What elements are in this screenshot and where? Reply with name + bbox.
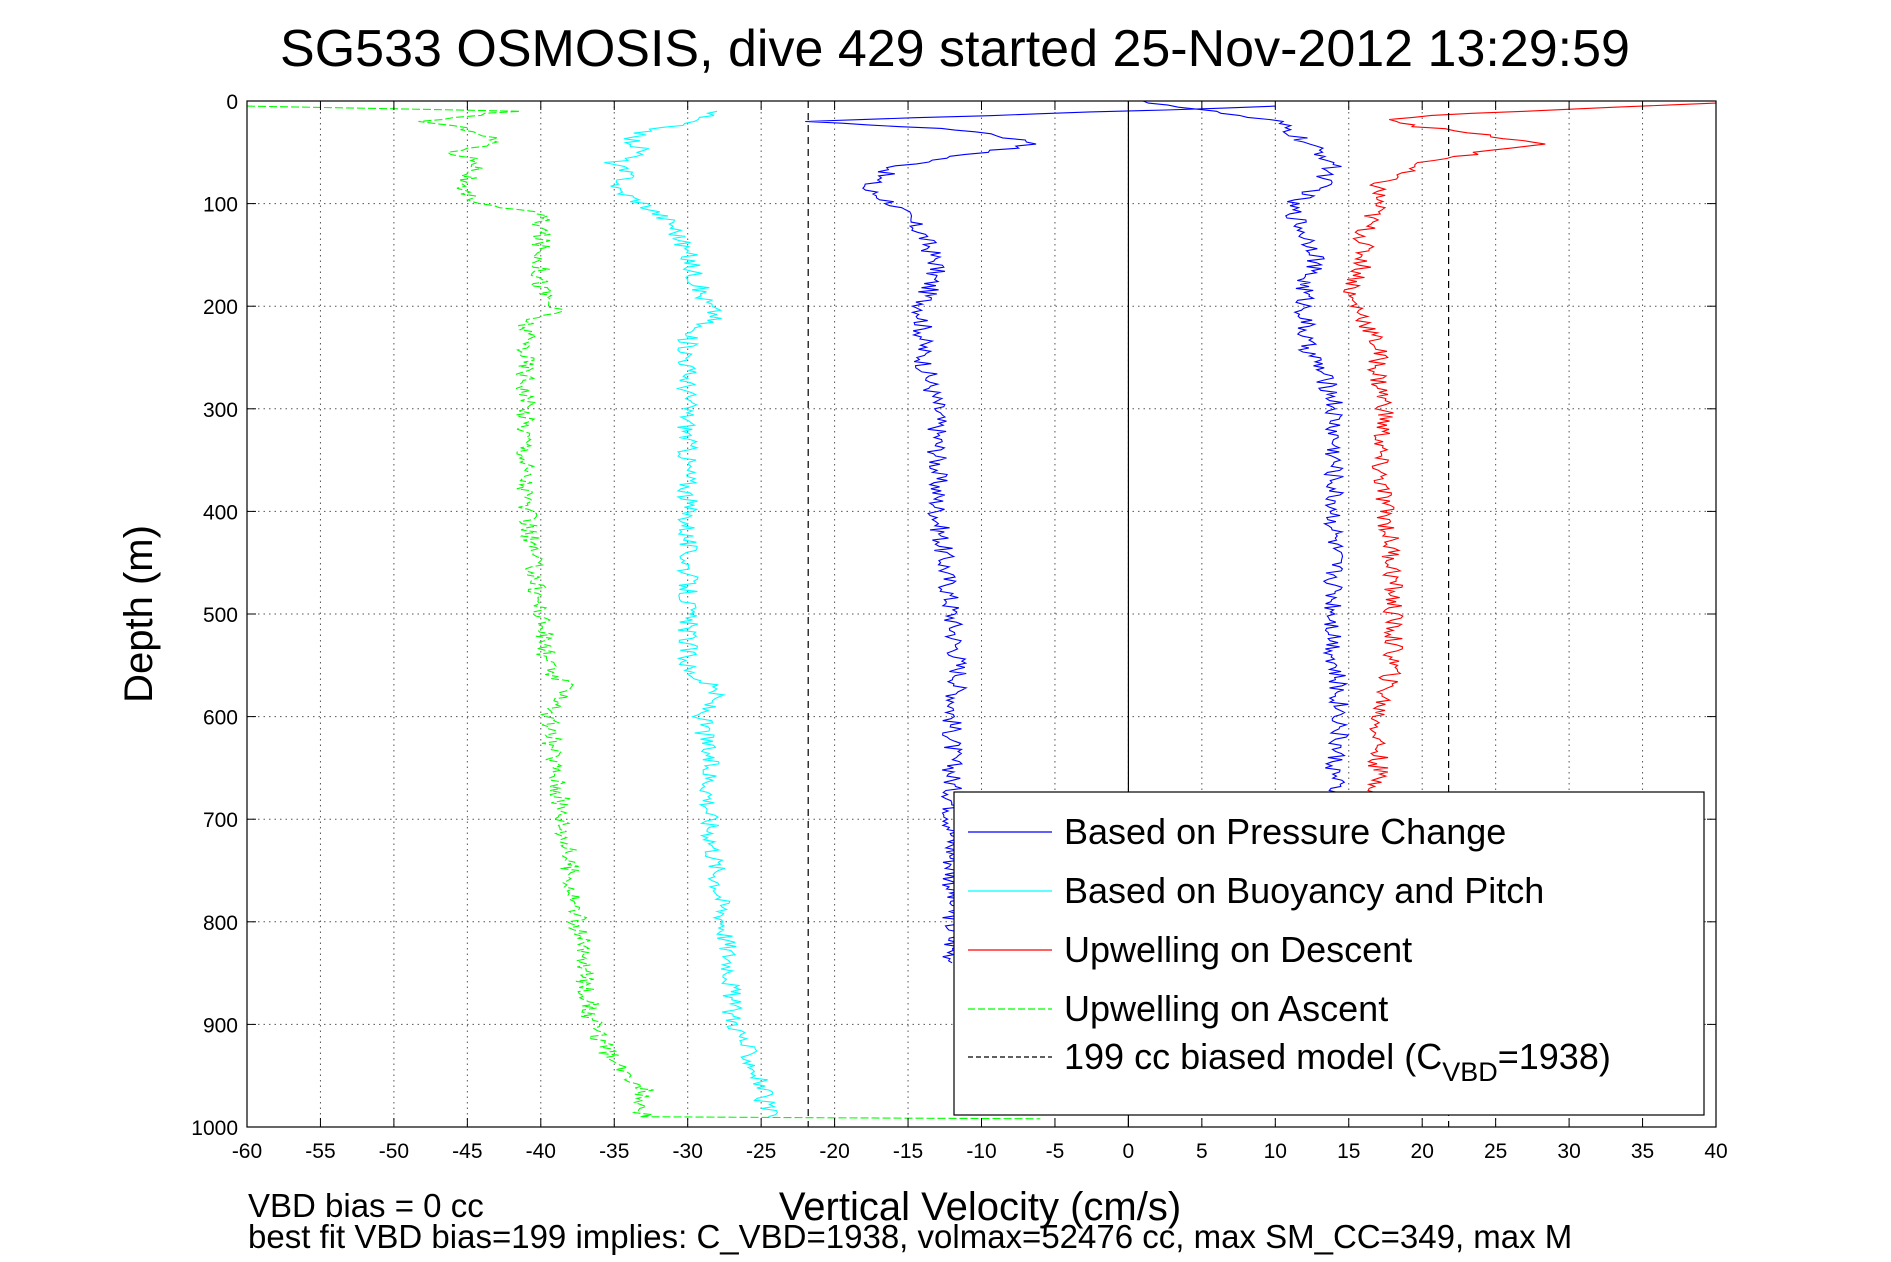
legend-label-main: 199 cc biased model (C	[1064, 1036, 1442, 1077]
y-tick-label: 500	[203, 604, 238, 627]
y-axis-label: Depth (m)	[117, 525, 161, 703]
y-tick-label: 0	[226, 91, 238, 114]
legend-label: Upwelling on Ascent	[1064, 988, 1388, 1029]
series-line-based-on-pressure-change	[1142, 100, 1350, 820]
x-tick-label: 25	[1484, 1140, 1507, 1163]
x-tick-label: -60	[232, 1140, 262, 1163]
x-tick-label: -55	[305, 1140, 335, 1163]
x-tick-label: 10	[1264, 1140, 1287, 1163]
legend-items: Based on Pressure Change Based on Buoyanc…	[968, 811, 1611, 1087]
y-tick-label: 900	[203, 1014, 238, 1037]
legend-label-sub: VBD	[1442, 1057, 1498, 1087]
series-layer	[246, 100, 1717, 1127]
legend-box	[953, 791, 1705, 1116]
y-tick-label: 800	[203, 912, 238, 935]
legend-label: 199 cc biased model (CVBD=1938)	[1064, 1036, 1611, 1087]
x-tick-label: -20	[819, 1140, 849, 1163]
legend-label: Based on Buoyancy and Pitch	[1064, 870, 1544, 911]
y-tick-label: 400	[203, 501, 238, 524]
x-tick-label: 0	[1123, 1140, 1135, 1163]
x-tick-label: -15	[893, 1140, 923, 1163]
x-tick-label: -25	[746, 1140, 776, 1163]
x-tick-label: -35	[599, 1140, 629, 1163]
series-line-based-on-buoyancy-and-pitch	[604, 110, 779, 1118]
y-tick-label: 200	[203, 296, 238, 319]
y-tick-label: 100	[203, 194, 238, 217]
y-tick-label: 300	[203, 399, 238, 422]
tick-layer: -60 -55 -50 -45 -40 -35 -30 -25 -20 -15 -10 -5 0 5 10 1…	[191, 91, 1727, 1163]
x-tick-label: -10	[966, 1140, 996, 1163]
y-tick-label: 1000	[191, 1117, 238, 1140]
legend-label: Upwelling on Descent	[1064, 929, 1412, 970]
y-tick-label: 600	[203, 707, 238, 730]
x-tick-label: -40	[526, 1140, 556, 1163]
x-tick-label: 5	[1196, 1140, 1208, 1163]
footer-vbd-bias: VBD bias = 0 cc	[248, 1187, 484, 1224]
series-line-upwelling-on-ascent	[246, 105, 1041, 1120]
x-tick-label: 30	[1557, 1140, 1580, 1163]
x-tick-label: -50	[379, 1140, 409, 1163]
legend: Based on Pressure Change Based on Buoyanc…	[953, 791, 1705, 1116]
x-tick-label: 15	[1337, 1140, 1360, 1163]
legend-label: Based on Pressure Change	[1064, 811, 1506, 852]
chart-title: SG533 OSMOSIS, dive 429 started 25-Nov-2…	[280, 20, 1630, 78]
x-tick-label: 40	[1704, 1140, 1727, 1163]
x-axis-label: Vertical Velocity (cm/s)	[779, 1185, 1181, 1229]
footer-best-fit: best fit VBD bias=199 implies: C_VBD=193…	[248, 1218, 1572, 1255]
x-tick-label: -5	[1046, 1140, 1065, 1163]
series-line-upwelling-on-descent	[1342, 102, 1717, 800]
series-line-based-on-pressure-change	[805, 105, 1276, 964]
x-tick-label: 35	[1631, 1140, 1654, 1163]
x-tick-label: -30	[673, 1140, 703, 1163]
legend-label-tail: =1938)	[1498, 1036, 1611, 1077]
x-tick-label: -45	[452, 1140, 482, 1163]
x-tick-label: 20	[1411, 1140, 1434, 1163]
y-tick-label: 700	[203, 809, 238, 832]
